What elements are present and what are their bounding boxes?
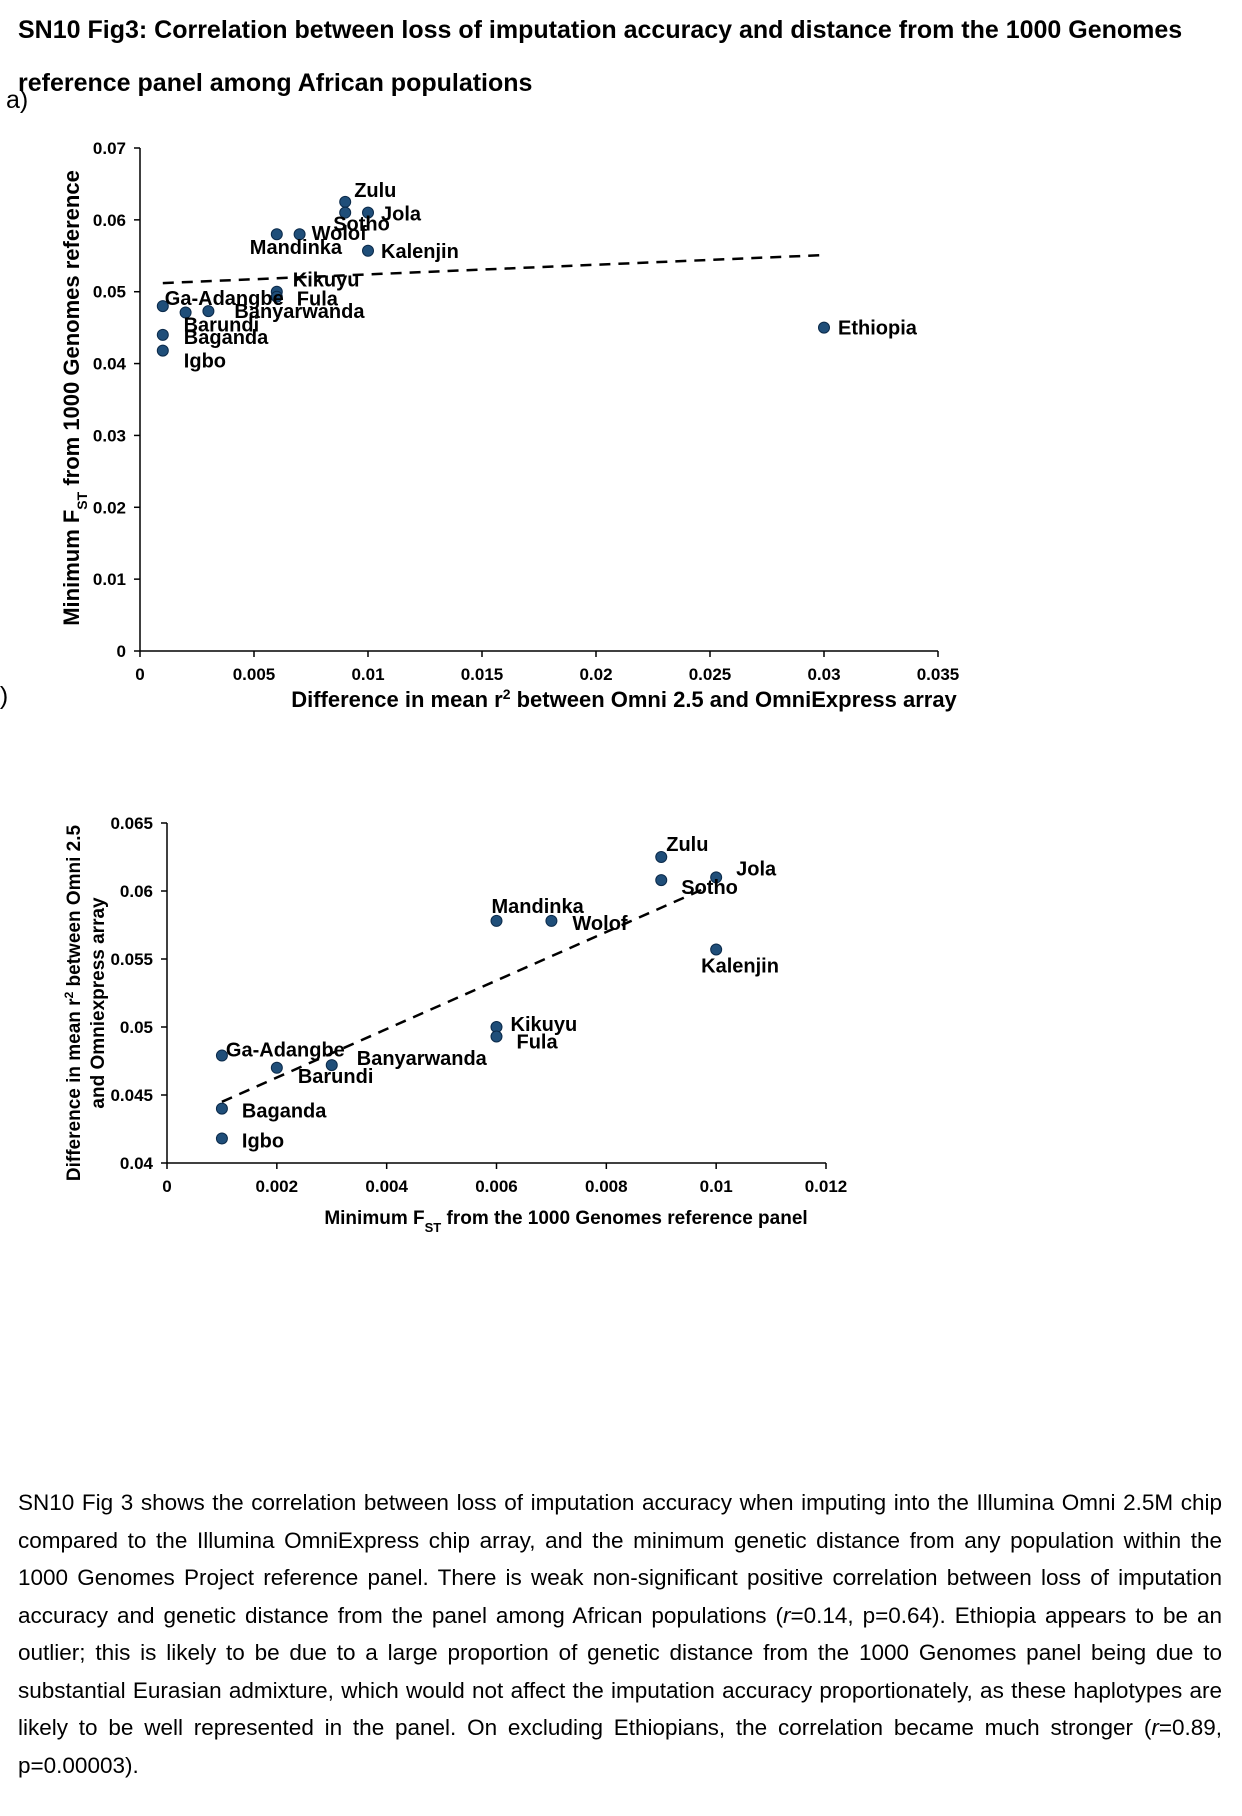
trendline (221, 887, 706, 1103)
x-tick-label: 0.006 (475, 1177, 518, 1196)
x-tick-label: 0.01 (351, 665, 384, 684)
x-tick-label: 0.02 (579, 665, 612, 684)
y-tick-label: 0.06 (120, 882, 153, 901)
data-point-baganda (156, 328, 169, 341)
data-point-kalenjin (362, 244, 374, 257)
x-tick-label: 0 (162, 1177, 171, 1196)
point-label-baganda: Baganda (184, 327, 269, 349)
y-tick-label: 0.055 (110, 950, 153, 969)
trendline (162, 253, 825, 285)
panel-a-label: a) (6, 86, 29, 114)
data-point-banyarwanda (202, 305, 215, 318)
data-point-mandinka (490, 914, 503, 927)
scatter-chart-a: 0 0.005 0.01 0.015 0.02 0.025 0.03 0.035 0 0.01 0.… (59, 139, 960, 712)
x-tick-label: 0.03 (807, 665, 840, 684)
point-label-fula: Fula (517, 1032, 559, 1054)
data-point-baganda (215, 1102, 228, 1115)
y-tick-label: 0.07 (93, 139, 126, 158)
point-label-sotho: Sotho (681, 877, 738, 899)
data-point-ga-adangbe (215, 1049, 228, 1062)
y-tick-label: 0.04 (93, 355, 127, 374)
point-label-igbo: Igbo (184, 351, 226, 373)
figure-heading: SN10 Fig3: Correlation between loss of i… (18, 16, 1183, 97)
data-point-wolof (545, 914, 558, 927)
x-tick-label: 0 (135, 665, 144, 684)
point-label-mandinka: Mandinka (250, 237, 343, 259)
y-tick-label: 0.06 (93, 211, 126, 230)
data-point-fula (490, 1030, 503, 1043)
data-point-kalenjin (710, 943, 723, 956)
x-axis-title-a: Difference in mean r2 between Omni 2.5 a… (291, 686, 957, 712)
y-tick-label: 0 (117, 642, 126, 661)
data-point-jola (710, 871, 723, 884)
x-tick-label: 0.025 (689, 665, 732, 684)
y-tick-label: 0.05 (93, 283, 126, 302)
data-point-igbo (215, 1132, 228, 1145)
data-point-fula (270, 290, 283, 303)
point-label-sotho: Sotho (333, 214, 390, 236)
data-point-barundi (270, 1061, 283, 1074)
y-axis-title-b: Difference in mean r2 between Omni 2.5 a… (62, 824, 109, 1181)
point-label-banyarwanda: Banyarwanda (234, 301, 365, 323)
y-tick-label: 0.05 (120, 1018, 153, 1037)
point-label-jola: Jola (736, 858, 777, 880)
point-label-ethiopia: Ethiopia (838, 318, 918, 340)
data-point-mandinka (270, 228, 283, 241)
point-label-ga-adangbe: Ga-Adangbe (226, 1040, 345, 1062)
caption-paragraph: SN10 Fig 3 shows the correlation between… (18, 1490, 1222, 1778)
y-tick-label: 0.045 (110, 1086, 153, 1105)
scatter-chart-b: 0 0.002 0.004 0.006 0.008 0.01 0.012 0.04 0.045 0… (62, 814, 848, 1235)
x-tick-label: 0.035 (917, 665, 960, 684)
x-tick-label: 0.015 (461, 665, 504, 684)
x-tick-label: 0.002 (256, 1177, 299, 1196)
y-tick-label: 0.04 (120, 1154, 154, 1173)
svg-text:and Omniexpress array: and Omniexpress array (88, 897, 109, 1109)
data-point-sotho (655, 874, 668, 887)
x-tick-label: 0.004 (365, 1177, 408, 1196)
point-label-fula: Fula (297, 289, 339, 311)
point-label-kalenjin: Kalenjin (381, 241, 459, 263)
y-tick-label: 0.01 (93, 570, 126, 589)
x-tick-label: 0.005 (233, 665, 276, 684)
point-label-mandinka: Mandinka (492, 896, 585, 918)
data-point-banyarwanda (325, 1059, 338, 1072)
data-point-wolof (293, 228, 306, 241)
point-label-zulu: Zulu (354, 180, 396, 202)
point-label-banyarwanda: Banyarwanda (357, 1048, 488, 1070)
point-label-kikuyu: Kikuyu (511, 1014, 578, 1036)
point-label-wolof: Wolof (312, 223, 368, 245)
x-tick-label: 0.01 (700, 1177, 733, 1196)
point-label-wolof: Wolof (572, 913, 628, 935)
point-label-baganda: Baganda (242, 1101, 327, 1123)
x-tick-label: 0.012 (805, 1177, 848, 1196)
svg-text:Difference in mean r2 between: Difference in mean r2 between Omni 2.5 (62, 824, 85, 1181)
point-label-barundi: Barundi (184, 315, 260, 337)
data-point-ethiopia (818, 321, 830, 334)
x-axis-title-b: Minimum FST from the 1000 Genomes refere… (324, 1208, 807, 1235)
y-tick-label: 0.065 (110, 814, 153, 833)
point-label-zulu: Zulu (666, 834, 708, 856)
y-tick-label: 0.03 (93, 426, 126, 445)
data-point-igbo (156, 344, 169, 357)
data-point-jola (362, 206, 374, 219)
data-point-ga-adangbe (156, 300, 169, 313)
data-point-sotho (339, 206, 352, 219)
point-label-igbo: Igbo (242, 1131, 284, 1153)
y-axis-title-a: Minimum FST from 1000 Genomes reference (59, 170, 90, 626)
point-label-barundi: Barundi (298, 1066, 374, 1088)
x-tick-label: 0.008 (585, 1177, 628, 1196)
point-label-ga-adangbe: Ga-Adangbe (165, 288, 284, 310)
panel-b-label: b) (0, 682, 9, 710)
y-tick-label: 0.02 (93, 498, 126, 517)
data-point-zulu (655, 851, 668, 863)
point-label-kikuyu: Kikuyu (293, 270, 360, 292)
data-point-barundi (179, 306, 192, 319)
point-label-kalenjin: Kalenjin (701, 955, 779, 977)
point-label-jola: Jola (381, 204, 422, 226)
